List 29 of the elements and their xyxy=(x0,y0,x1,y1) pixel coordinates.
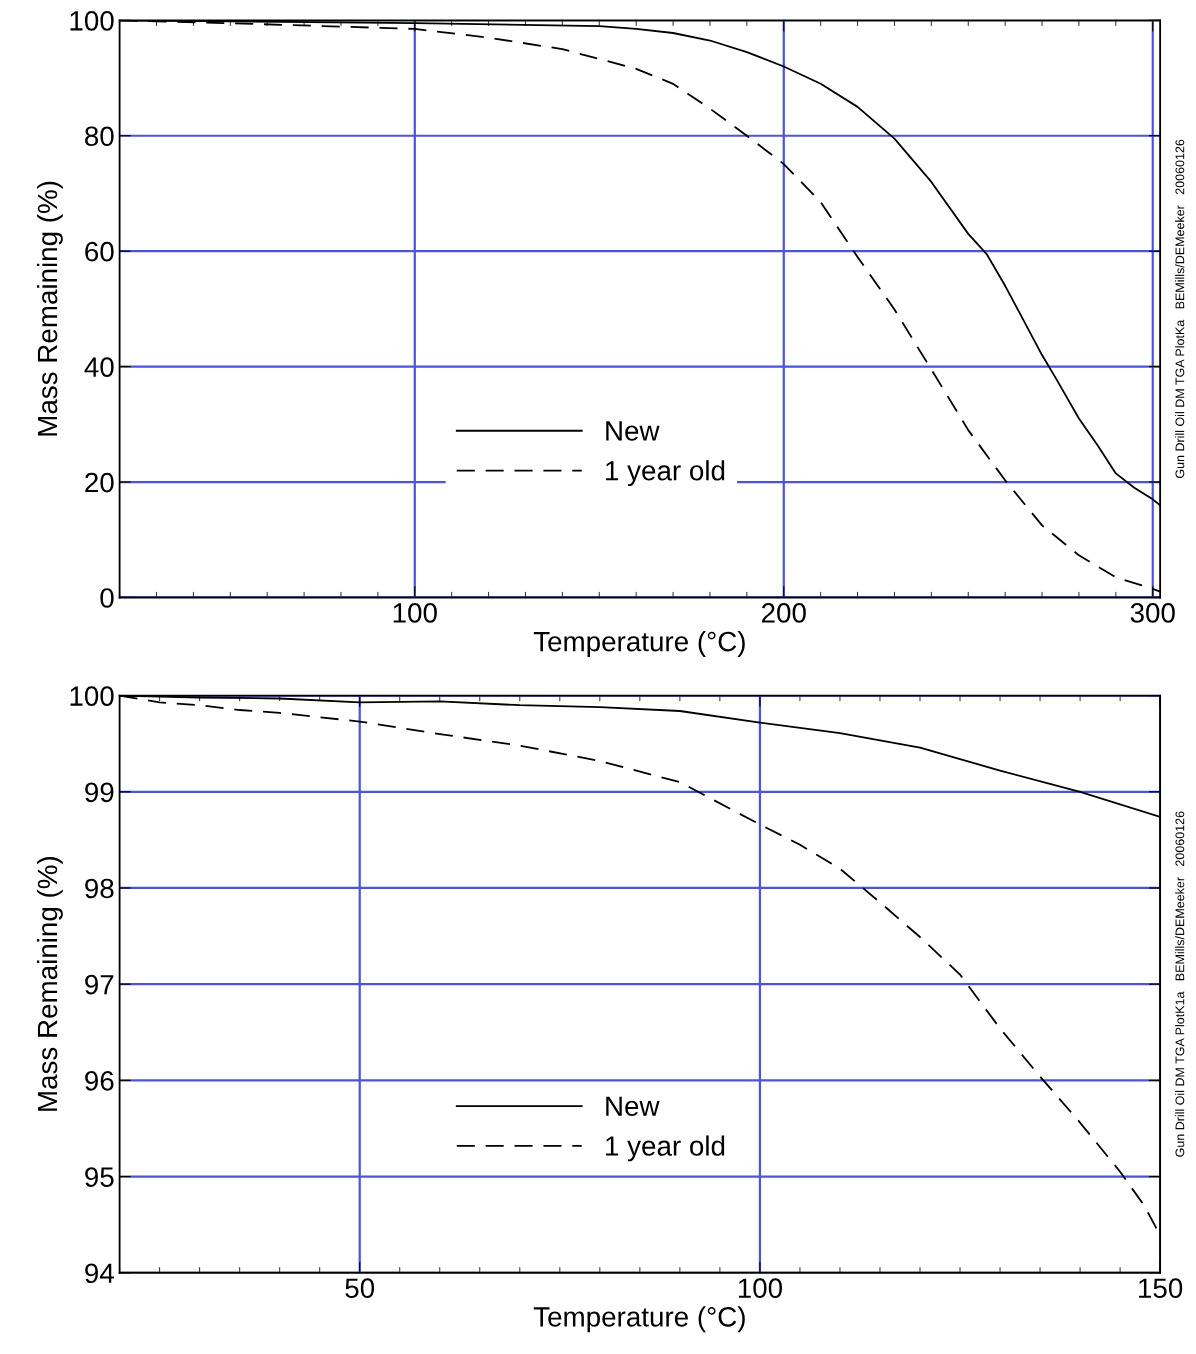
y-tick-label: 94 xyxy=(85,1263,114,1284)
y-tick-label: 95 xyxy=(85,1167,114,1187)
legend-label: 1 year old xyxy=(606,1135,725,1162)
y-tick-label: 100 xyxy=(70,686,114,706)
x-tick-label: 150 xyxy=(1139,1278,1183,1299)
y-axis-title: Mass Remaining (%) xyxy=(36,181,63,436)
y-tick-label: 60 xyxy=(85,241,114,262)
x-tick-label: 300 xyxy=(1130,603,1175,623)
y-tick-label: 96 xyxy=(85,1071,114,1091)
legend-label: New xyxy=(606,1096,660,1117)
legend-label: 1 year old xyxy=(606,460,725,487)
text: Gun Drill Oil DM TGA PlotK1a BEMills/DEMeeker 20060126 xyxy=(1175,811,1185,1157)
y-tick-label: 80 xyxy=(85,126,114,147)
x-tick-label: 50 xyxy=(345,1278,375,1299)
y-tick-label: 0 xyxy=(100,588,114,608)
y-tick-label: 97 xyxy=(85,974,114,995)
y-tick-label: 100 xyxy=(70,10,114,31)
y-tick-label: 98 xyxy=(85,878,114,899)
x-axis-title: Temperature (°C) xyxy=(533,631,745,657)
text: Gun Drill Oil DM TGA PlotKa BEMills/DEMeeker 20060126 xyxy=(1175,139,1185,478)
x-axis-title: Temperature (°C) xyxy=(533,1306,745,1333)
y-axis-title: Mass Remaining (%) xyxy=(36,857,63,1111)
x-tick-label: 200 xyxy=(761,603,806,623)
y-tick-label: 40 xyxy=(84,357,114,377)
legend-label: New xyxy=(606,421,660,441)
y-tick-label: 99 xyxy=(85,782,114,803)
x-tick-label: 100 xyxy=(738,1278,783,1299)
x-tick-label: 100 xyxy=(393,603,437,623)
y-tick-label: 20 xyxy=(85,472,114,493)
